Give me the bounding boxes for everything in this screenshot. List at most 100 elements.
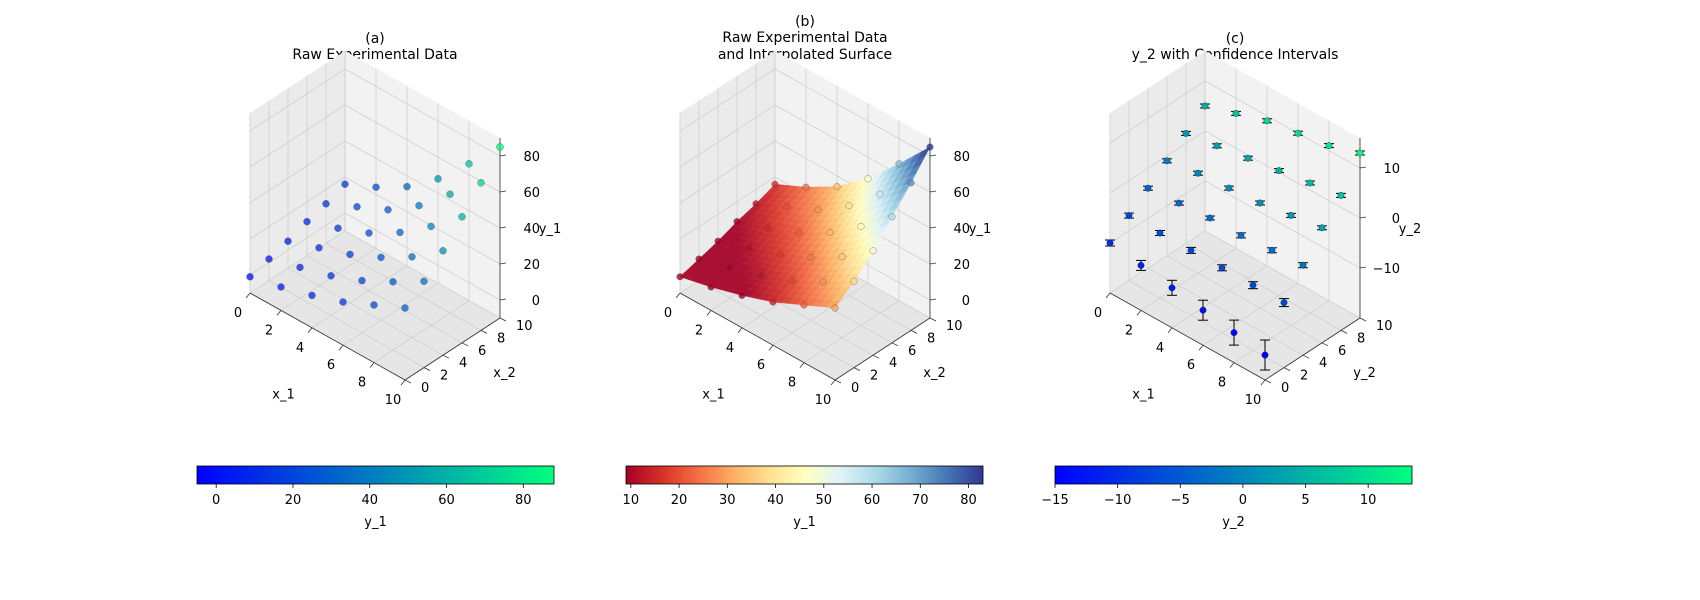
gridline xyxy=(280,248,377,311)
data-point xyxy=(1249,281,1257,289)
x-tick-label: 0 xyxy=(664,306,672,321)
data-point xyxy=(795,229,803,237)
y-tick xyxy=(1302,354,1310,359)
z-tick xyxy=(1359,266,1367,269)
data-point xyxy=(733,218,741,226)
data-point xyxy=(814,206,822,214)
data-point xyxy=(1199,306,1207,314)
data-point xyxy=(408,253,416,261)
y-tick xyxy=(442,354,450,359)
data-point xyxy=(396,228,404,237)
data-point xyxy=(1261,351,1269,359)
x-tick-label: 4 xyxy=(296,341,304,356)
colorbar-tick-label: 0 xyxy=(1239,493,1247,508)
x-tick-label: 0 xyxy=(1094,306,1102,321)
colorbar-tick-label: 80 xyxy=(960,493,977,508)
data-point xyxy=(327,272,335,280)
data-point xyxy=(246,273,254,281)
data-point xyxy=(1356,149,1364,157)
gridline xyxy=(342,282,439,346)
y-tick xyxy=(480,330,488,334)
z-tick xyxy=(1359,216,1367,219)
data-point xyxy=(389,278,397,286)
colorbar-tick-label: 70 xyxy=(912,493,929,508)
gridline xyxy=(772,282,869,346)
data-point xyxy=(752,200,760,208)
colorbar-tick-label: 5 xyxy=(1301,493,1309,508)
gridline xyxy=(268,280,425,368)
data-point xyxy=(1280,299,1288,306)
colorbar-tick-label: 60 xyxy=(864,493,881,508)
y-tick-label: 2 xyxy=(440,369,448,384)
x-axis-label: x_1 xyxy=(272,388,294,403)
y-tick-label: 4 xyxy=(1319,356,1327,371)
gridline xyxy=(1109,230,1206,294)
data-point xyxy=(439,247,447,255)
data-point xyxy=(1237,231,1245,239)
panel-label: (a) xyxy=(365,31,385,47)
gridline xyxy=(1109,130,1206,194)
data-point xyxy=(1144,184,1152,192)
gridline xyxy=(679,68,776,132)
data-point xyxy=(358,276,366,285)
data-point xyxy=(420,277,428,285)
colorbar xyxy=(625,465,984,485)
data-point xyxy=(339,298,347,306)
y-tick xyxy=(404,379,412,384)
z-tick-label: 80 xyxy=(953,150,970,165)
data-point xyxy=(1325,142,1333,150)
x-tick-label: 2 xyxy=(265,323,273,338)
data-point xyxy=(1306,179,1314,187)
data-point xyxy=(1275,167,1283,175)
gridline xyxy=(1204,80,1361,169)
gridline xyxy=(344,104,501,193)
data-point xyxy=(1244,154,1252,162)
panel-a: (a)Raw Experimental Data0246810024681002… xyxy=(196,31,561,530)
chart-title-line: Raw Experimental Data xyxy=(292,47,457,63)
gridline xyxy=(1147,267,1304,356)
pane-left xyxy=(1110,51,1205,293)
x-tick xyxy=(307,327,313,334)
data-point xyxy=(315,244,323,252)
y-tick-label: 2 xyxy=(1300,369,1308,384)
gridline xyxy=(1202,282,1299,346)
data-point xyxy=(1156,229,1164,237)
x-tick-label: 4 xyxy=(1156,341,1164,356)
data-point xyxy=(907,179,915,187)
gridline xyxy=(679,104,776,168)
data-point xyxy=(1206,214,1214,222)
y-tick-label: 2 xyxy=(870,369,878,384)
colorbar-tick-label: 80 xyxy=(515,493,532,508)
data-point xyxy=(807,253,815,261)
gridline xyxy=(1204,230,1361,319)
colorbar xyxy=(196,465,555,485)
data-point xyxy=(1175,199,1183,207)
data-point xyxy=(1168,284,1176,292)
x-tick xyxy=(1136,310,1142,316)
x-tick xyxy=(1260,379,1266,386)
gridline xyxy=(698,280,855,368)
data-point xyxy=(1106,239,1114,247)
data-point xyxy=(802,183,810,191)
colorbar-tick-label: −15 xyxy=(1041,493,1068,508)
data-point xyxy=(1182,129,1190,137)
data-point xyxy=(458,213,466,221)
y-tick xyxy=(1283,367,1291,371)
z-tick xyxy=(929,298,937,301)
panel-label: (b) xyxy=(795,14,815,30)
pane-back xyxy=(1205,51,1360,318)
gridline xyxy=(249,104,346,168)
z-tick-label: 40 xyxy=(523,222,540,237)
y-tick-label: 4 xyxy=(889,356,897,371)
z-tick-label: 10 xyxy=(1383,162,1400,177)
x-tick xyxy=(737,327,743,334)
x-tick-label: 10 xyxy=(1245,393,1262,408)
x-tick xyxy=(1229,362,1235,368)
gridline xyxy=(344,176,501,265)
y-tick-label: 10 xyxy=(516,319,533,334)
gridline xyxy=(344,212,501,301)
data-point xyxy=(1318,224,1326,232)
x-tick-label: 8 xyxy=(1218,376,1226,391)
gridline xyxy=(1109,180,1206,244)
x-tick xyxy=(1105,292,1111,299)
